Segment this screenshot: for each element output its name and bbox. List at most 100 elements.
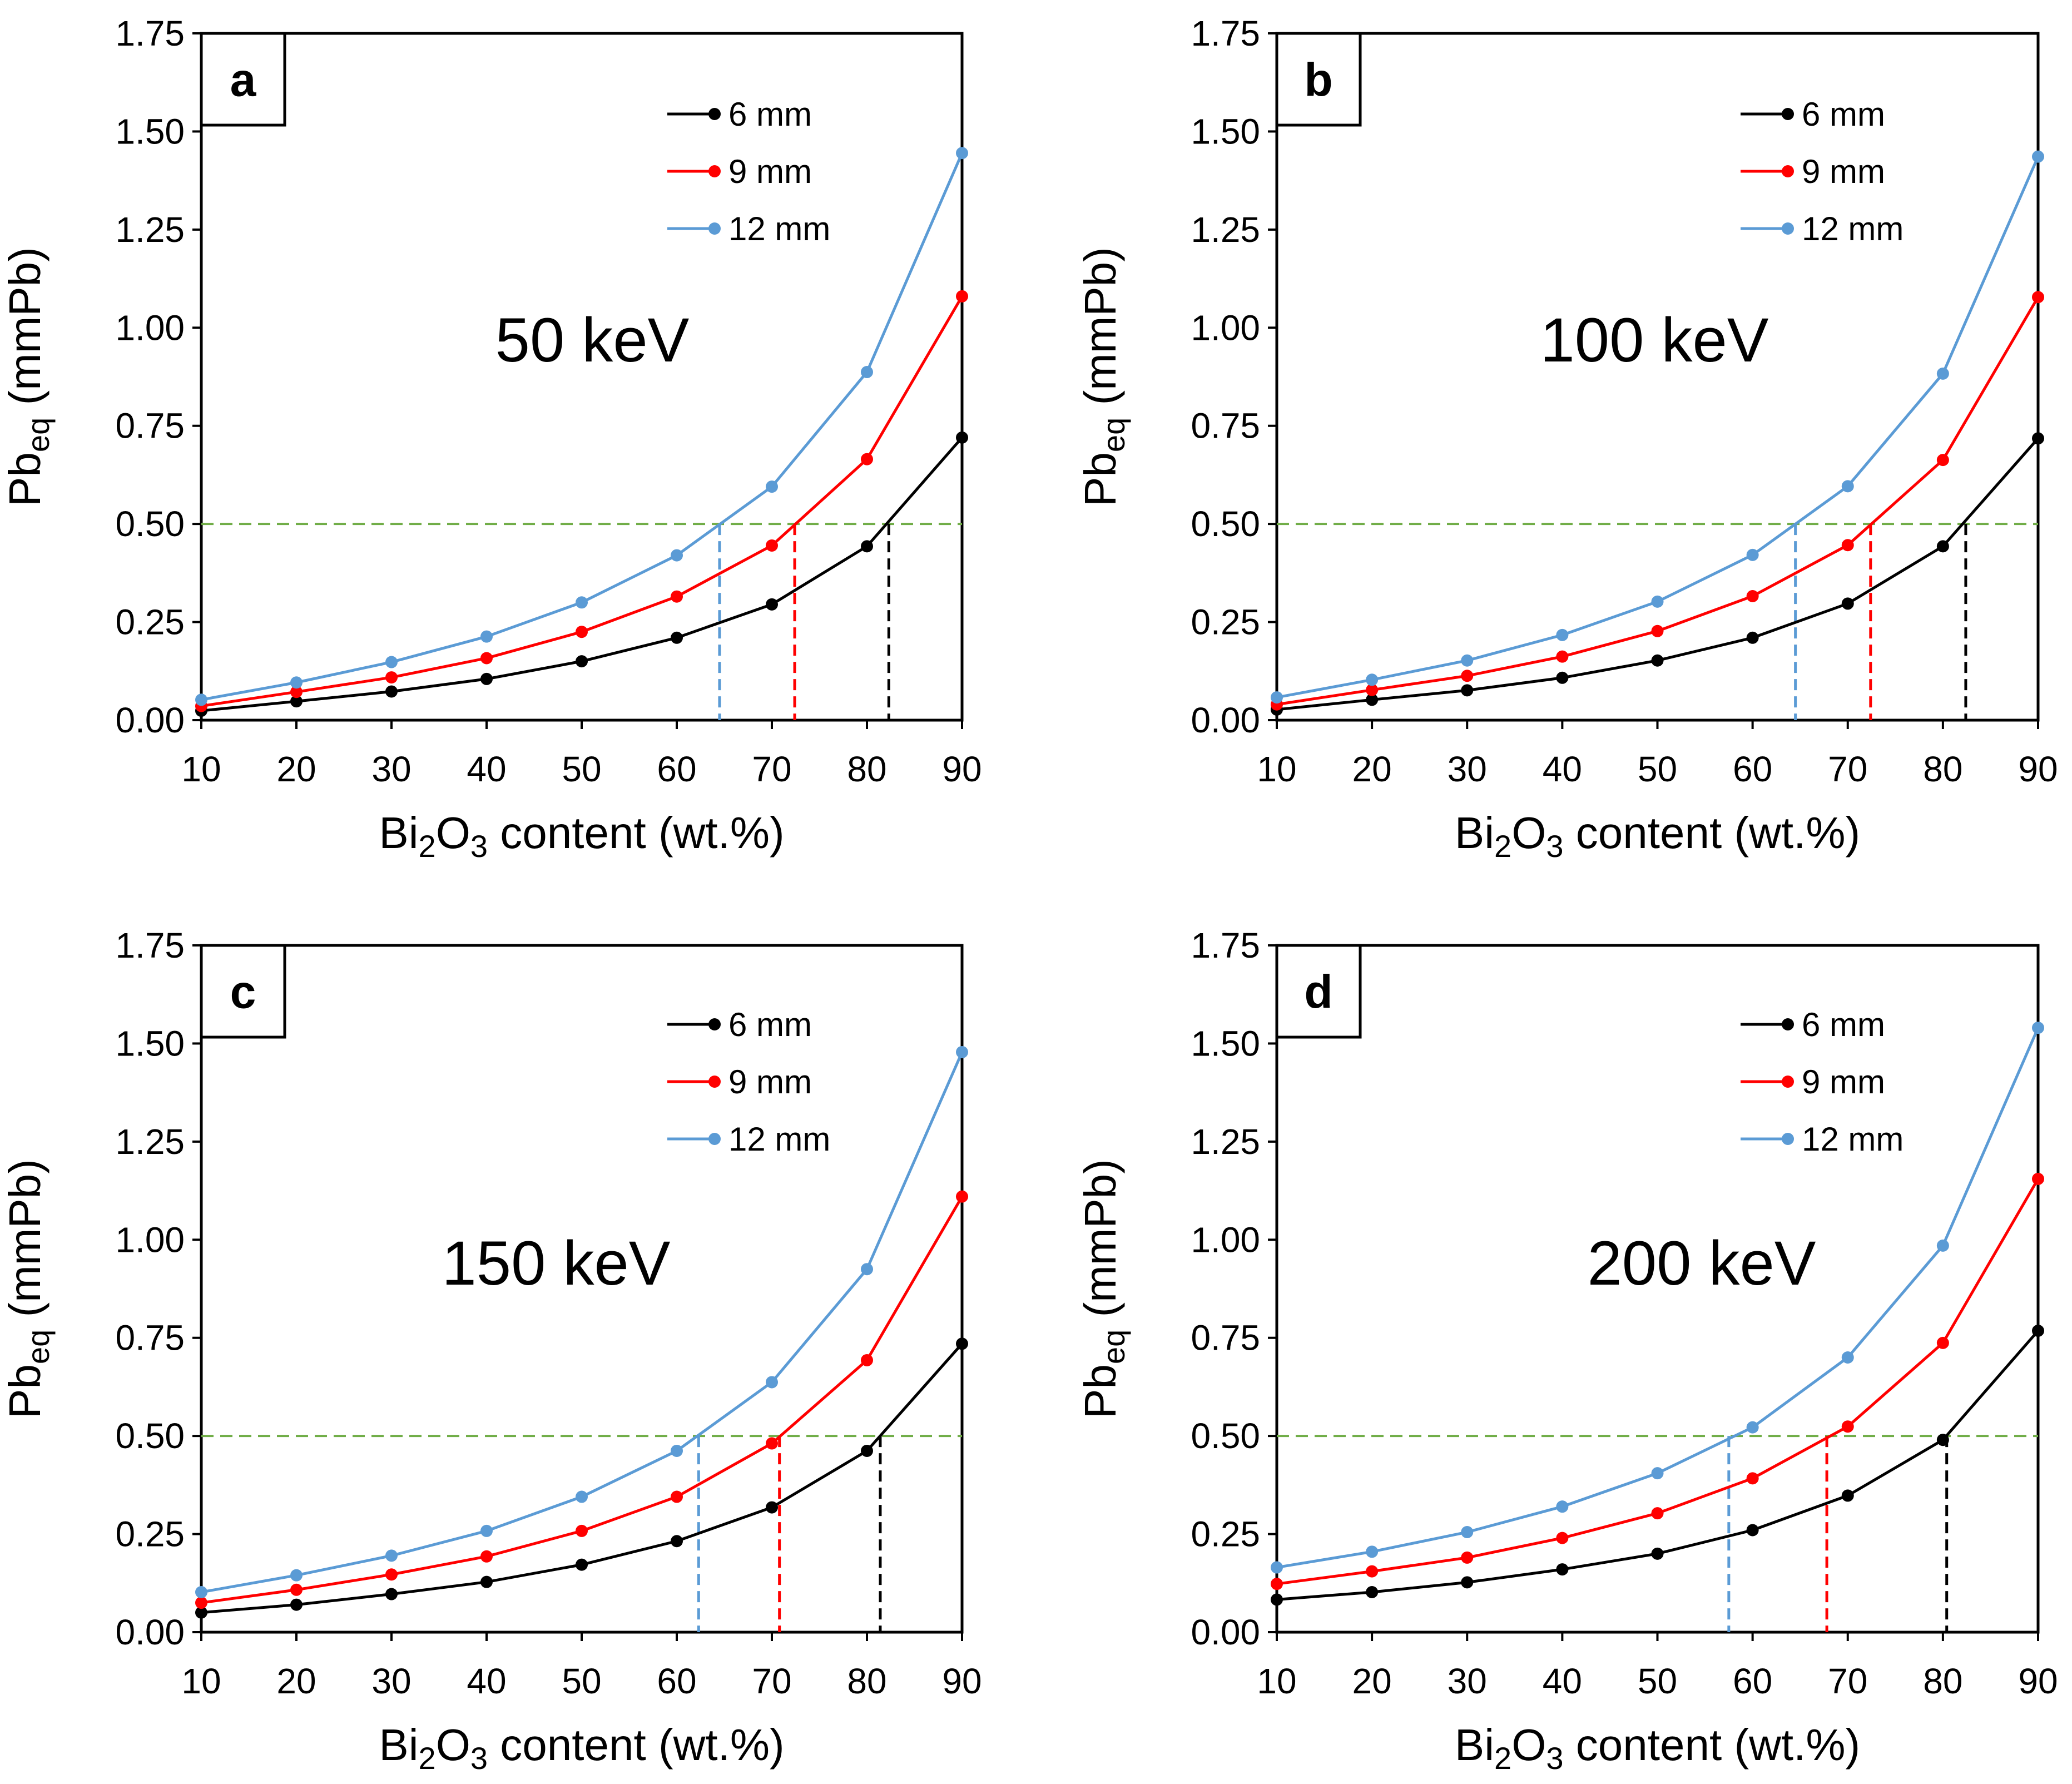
x-tick-label: 40 — [1543, 749, 1582, 789]
data-point — [385, 656, 398, 668]
data-point — [1556, 628, 1569, 641]
y-axis-title-subscript: eq — [21, 1330, 56, 1364]
x-tick-label: 60 — [657, 749, 696, 789]
panel-letter: b — [1304, 54, 1332, 106]
data-point — [195, 1586, 207, 1599]
x-tick-label: 20 — [276, 1661, 316, 1701]
y-tick-label: 1.75 — [1191, 13, 1260, 53]
data-point — [1936, 1434, 1949, 1446]
data-point — [766, 1501, 778, 1514]
legend-label: 12 mm — [1802, 210, 1904, 247]
data-point — [766, 1437, 778, 1450]
data-point — [1746, 1472, 1759, 1485]
data-point — [766, 598, 778, 611]
data-point — [1461, 1576, 1474, 1589]
energy-label: 100 keV — [1540, 305, 1769, 375]
data-point — [1366, 1545, 1379, 1558]
y-axis-title-subscript: eq — [1096, 418, 1131, 452]
data-point — [1746, 548, 1759, 561]
x-tick-label: 20 — [1352, 749, 1392, 789]
legend-label: 9 mm — [1802, 153, 1885, 190]
x-axis-title-subscript: 3 — [1546, 829, 1563, 864]
data-point — [956, 147, 968, 160]
legend-label: 9 mm — [1802, 1063, 1885, 1101]
data-point — [766, 539, 778, 552]
data-point — [1556, 1532, 1569, 1544]
x-axis-title-subscript: 3 — [470, 1741, 488, 1776]
y-axis-title: Pbeq (mmPb) — [1075, 247, 1131, 507]
x-axis-title-part: content (wt.%) — [488, 808, 785, 858]
plot-area — [200, 944, 964, 1634]
x-tick-label: 40 — [467, 749, 506, 789]
x-tick-label: 80 — [1923, 749, 1962, 789]
y-tick-label: 0.50 — [115, 504, 185, 544]
x-tick-label: 20 — [276, 749, 316, 789]
data-point — [1461, 670, 1474, 682]
x-tick-label: 90 — [942, 749, 982, 789]
x-axis-title: Bi2O3 content (wt.%) — [379, 1720, 784, 1776]
data-point — [1556, 1563, 1569, 1576]
data-point — [576, 1524, 588, 1537]
y-tick-label: 1.50 — [115, 1023, 185, 1063]
legend-swatch-marker — [1782, 1133, 1794, 1145]
data-point — [956, 1045, 968, 1058]
x-axis-title-part: content (wt.%) — [488, 1720, 785, 1770]
data-point — [671, 631, 683, 644]
data-point — [2032, 1022, 2044, 1034]
data-point — [956, 1190, 968, 1203]
data-point — [1366, 1565, 1379, 1578]
legend-swatch-marker — [708, 165, 721, 177]
data-point — [480, 1550, 493, 1563]
x-tick-label: 80 — [847, 1661, 886, 1701]
data-point — [290, 676, 303, 689]
data-point — [576, 655, 588, 668]
y-tick-label: 1.25 — [1191, 1122, 1260, 1162]
legend-label: 6 mm — [1802, 96, 1885, 133]
data-point — [1936, 1239, 1949, 1252]
x-axis-title: Bi2O3 content (wt.%) — [379, 808, 784, 864]
y-axis-title-subscript: eq — [21, 418, 56, 452]
x-tick-label: 40 — [467, 1661, 506, 1701]
data-point — [385, 685, 398, 698]
y-axis-title-part: Pb — [1075, 452, 1125, 507]
data-point — [195, 1606, 207, 1619]
x-tick-label: 70 — [752, 1661, 791, 1701]
y-tick-label: 0.75 — [1191, 1318, 1260, 1358]
data-point — [1936, 367, 1949, 380]
data-point — [1746, 589, 1759, 602]
panel-letter-box — [200, 944, 286, 1039]
x-axis-title-part: Bi — [1455, 808, 1494, 858]
data-point — [1841, 480, 1854, 493]
x-tick-label: 70 — [1828, 749, 1867, 789]
x-axis-title-subscript: 3 — [470, 829, 488, 864]
y-tick-label: 0.25 — [115, 1514, 185, 1554]
data-point — [480, 630, 493, 643]
data-point — [861, 540, 873, 553]
data-point — [385, 1549, 398, 1562]
x-tick-label: 30 — [1448, 1661, 1487, 1701]
plot-area — [200, 32, 964, 722]
data-point — [2032, 291, 2044, 304]
data-point — [2032, 150, 2044, 163]
y-tick-label: 1.75 — [115, 925, 185, 965]
y-tick-label: 0.00 — [115, 1612, 185, 1652]
legend-label: 12 mm — [728, 1121, 830, 1158]
y-axis-title-part: (mmPb) — [1075, 247, 1125, 418]
data-point — [1271, 1561, 1283, 1574]
data-point — [480, 652, 493, 665]
y-tick-label: 1.25 — [1191, 210, 1260, 250]
data-point — [861, 1444, 873, 1457]
x-tick-label: 30 — [1448, 749, 1487, 789]
data-point — [385, 1588, 398, 1600]
x-axis-title-part: O — [436, 1720, 470, 1770]
data-point — [1841, 539, 1854, 552]
y-tick-label: 0.50 — [1191, 504, 1260, 544]
x-tick-label: 50 — [1638, 1661, 1677, 1701]
data-point — [861, 453, 873, 465]
y-tick-label: 1.25 — [115, 210, 185, 250]
data-point — [671, 1444, 683, 1457]
legend-swatch-marker — [708, 222, 721, 235]
data-point — [861, 1354, 873, 1366]
x-axis-title-part: content (wt.%) — [1564, 808, 1861, 858]
